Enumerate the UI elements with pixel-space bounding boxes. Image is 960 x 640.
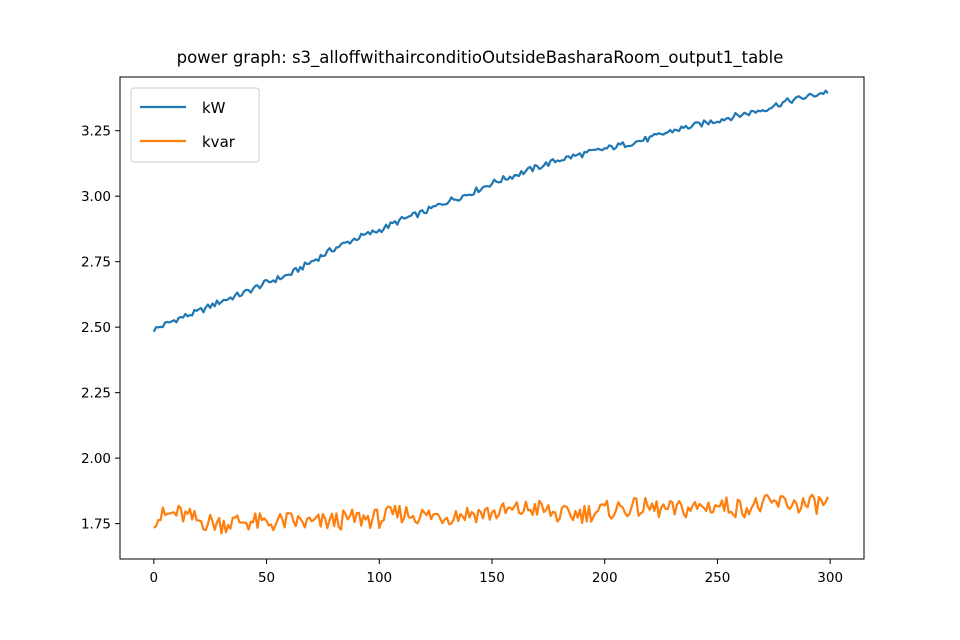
x-axis: 0 50 100 150 200 250 300 [150,559,843,586]
y-tick-label: 1.75 [81,517,111,533]
series-line-kvar [153,493,829,535]
y-tick-label: 3.25 [81,124,111,140]
x-tick-label: 50 [258,570,275,586]
y-tick-label: 2.75 [81,255,111,271]
x-tick-label: 250 [705,570,731,586]
y-tick-label: 2.25 [81,386,111,402]
x-tick-label: 300 [817,570,843,586]
chart-title: power graph: s3_alloffwithairconditioOut… [177,48,784,68]
legend: kW kvar [130,87,260,163]
y-tick-label: 3.00 [81,189,111,205]
legend-label-kvar: kvar [202,133,236,151]
plot-area [152,89,829,535]
y-tick-label: 2.00 [81,451,111,467]
x-tick-label: 200 [592,570,618,586]
x-tick-label: 0 [150,570,159,586]
x-tick-label: 150 [479,570,505,586]
y-axis: 1.75 2.00 2.25 2.50 2.75 3.00 3.25 [81,124,120,533]
series-line-kW [152,89,829,333]
legend-label-kW: kW [202,99,226,117]
y-tick-label: 2.50 [81,320,111,336]
x-tick-label: 100 [366,570,392,586]
legend-box [130,87,260,163]
axes-frame [119,76,865,560]
